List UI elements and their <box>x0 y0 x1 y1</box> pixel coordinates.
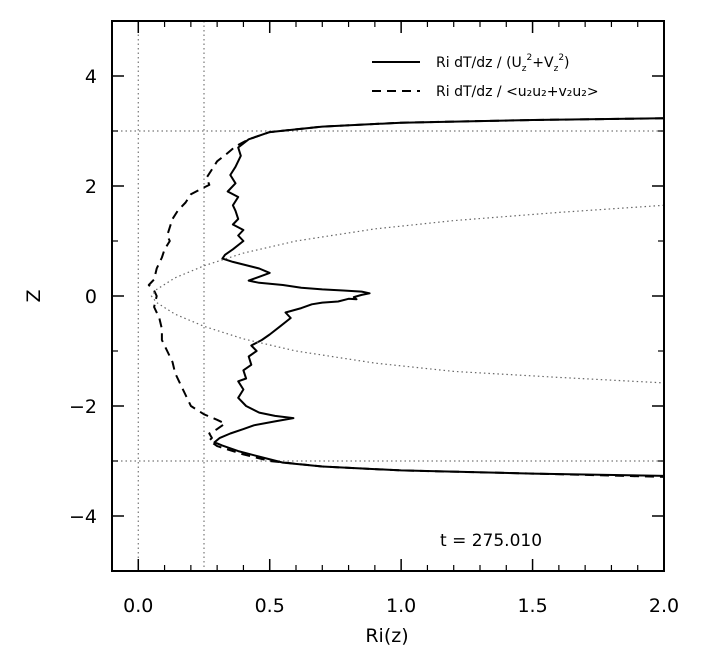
series-line-dashed-1 <box>147 117 665 478</box>
legend-dashed-label: Ri dT/dz / <u₂u₂+v₂u₂> <box>436 84 599 100</box>
legend-solid-label: Ri dT/dz / (Uz2+Vz2) <box>436 53 570 74</box>
y-tick-label: 4 <box>85 66 97 88</box>
series-line-solid-0 <box>213 117 665 477</box>
tick-labels: 0.0 0.5 1.0 1.5 2.0 −4 −2 0 2 4 <box>69 66 679 617</box>
series-layer <box>147 117 665 478</box>
y-tick-label: 2 <box>85 176 97 198</box>
y-tick-label: −2 <box>69 396 97 418</box>
y-tick-label: −4 <box>69 506 97 528</box>
series-line-dotted-2 <box>150 204 665 384</box>
y-tick-label: 0 <box>85 286 97 308</box>
legend: Ri dT/dz / (Uz2+Vz2) Ri dT/dz / <u₂u₂+v₂… <box>372 53 599 100</box>
x-tick-label: 2.0 <box>649 595 679 617</box>
reference-lines <box>112 21 664 571</box>
x-tick-label: 1.5 <box>517 595 547 617</box>
y-axis-label: Z <box>23 289 45 302</box>
time-annotation: t = 275.010 <box>440 531 542 551</box>
x-tick-label: 0.0 <box>123 595 153 617</box>
x-axis-label: Ri(z) <box>365 625 408 647</box>
axis-ticks <box>112 20 665 572</box>
x-tick-label: 0.5 <box>255 595 285 617</box>
x-tick-label: 1.0 <box>386 595 416 617</box>
